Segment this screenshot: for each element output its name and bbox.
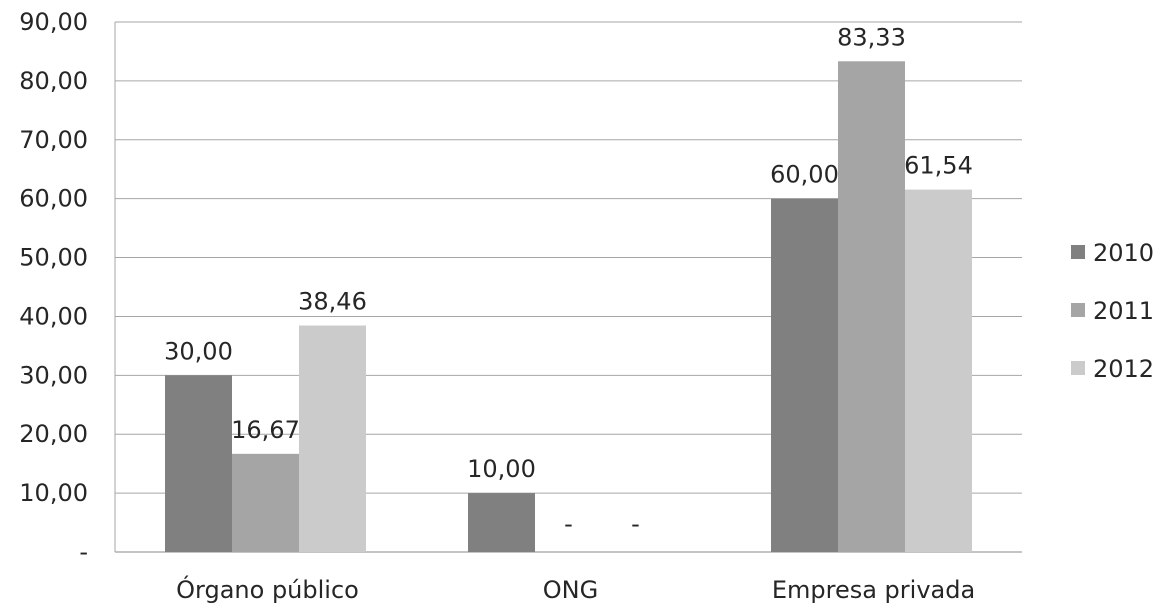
y-tick-label: 90,00 <box>19 8 88 36</box>
legend-swatch-2012 <box>1071 361 1085 375</box>
bar-2011 <box>232 453 299 552</box>
data-label: 60,00 <box>770 161 839 189</box>
legend-label: 2011 <box>1093 297 1154 325</box>
y-tick-label: 40,00 <box>19 302 88 330</box>
y-tick-label: 20,00 <box>19 420 88 448</box>
y-tick-label: 30,00 <box>19 361 88 389</box>
x-axis: Órgano público ONG Empresa privada <box>176 574 975 604</box>
bars <box>165 61 972 552</box>
bar-2012 <box>299 325 366 552</box>
legend-label: 2010 <box>1093 239 1154 267</box>
y-tick-label: 10,00 <box>19 479 88 507</box>
y-tick-label: 50,00 <box>19 244 88 272</box>
data-label: - <box>564 510 573 538</box>
x-category-label: Órgano público <box>176 574 359 604</box>
y-axis-tick-labels: - 10,00 20,00 30,00 40,00 50,00 60,00 70,00 80,0… <box>19 8 88 566</box>
y-tick-label: 70,00 <box>19 126 88 154</box>
bar-2010 <box>771 198 838 552</box>
data-label: 61,54 <box>904 152 973 180</box>
data-label: 10,00 <box>467 455 536 483</box>
bar-2011 <box>838 61 905 552</box>
y-tick-label: - <box>79 538 88 566</box>
legend: 2010 2011 2012 <box>1071 239 1154 383</box>
x-category-label: ONG <box>543 576 598 604</box>
bar-2010 <box>165 375 232 552</box>
y-tick-label: 80,00 <box>19 67 88 95</box>
x-category-label: Empresa privada <box>772 576 975 604</box>
data-label: 38,46 <box>298 288 367 316</box>
legend-swatch-2011 <box>1071 303 1085 317</box>
data-label: 16,67 <box>231 416 300 444</box>
legend-swatch-2010 <box>1071 245 1085 259</box>
data-label: 83,33 <box>837 23 906 51</box>
bar-2012 <box>905 189 972 552</box>
data-label: 30,00 <box>164 337 233 365</box>
data-label: - <box>631 510 640 538</box>
legend-label: 2012 <box>1093 355 1154 383</box>
y-tick-label: 60,00 <box>19 185 88 213</box>
bar-2010 <box>468 493 535 552</box>
